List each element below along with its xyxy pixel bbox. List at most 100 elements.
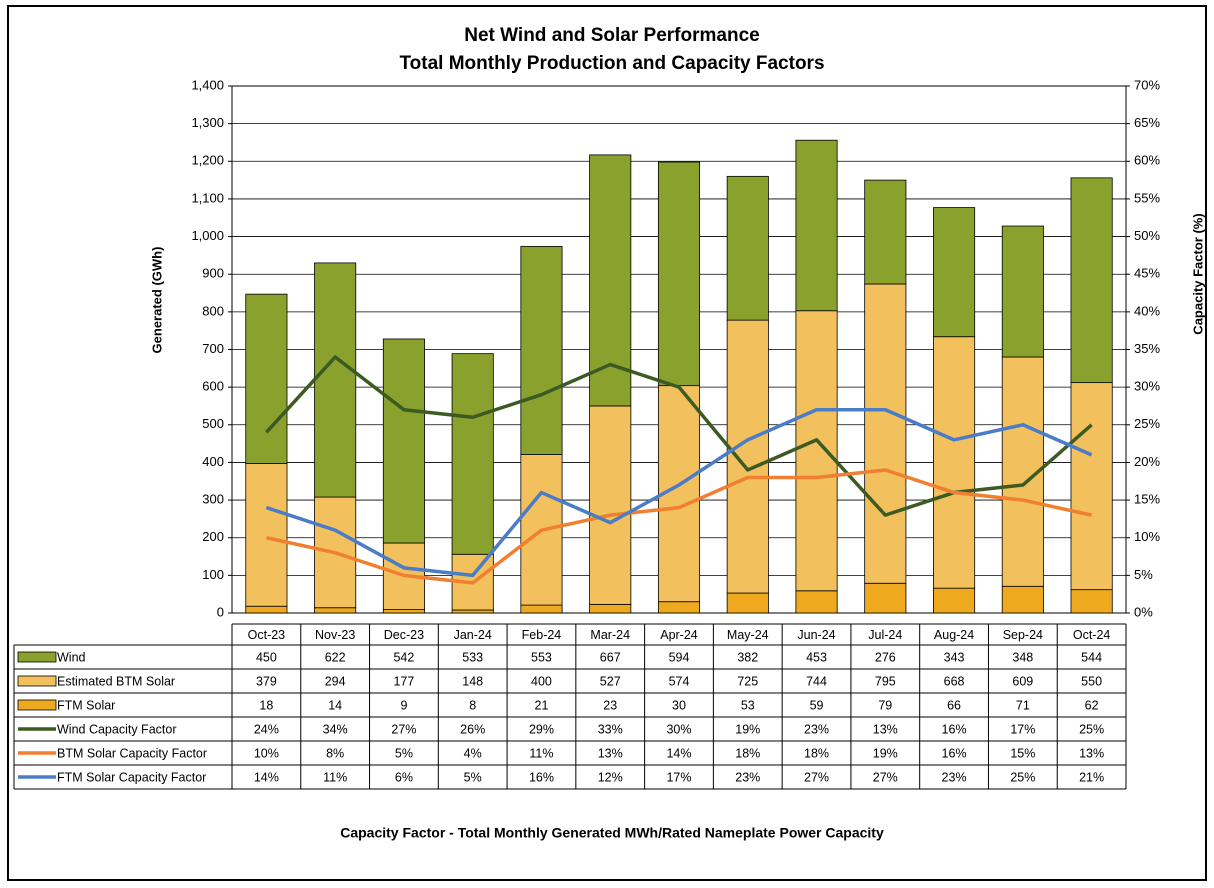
y2-tick-label: 25% xyxy=(1134,416,1160,431)
table-value: 382 xyxy=(737,650,758,664)
table-value: 71 xyxy=(1016,698,1030,712)
bar xyxy=(795,590,838,614)
table-value: 62 xyxy=(1085,698,1099,712)
bar xyxy=(657,601,701,614)
bar xyxy=(726,592,769,614)
y2-tick-label: 10% xyxy=(1134,529,1160,544)
table-value: 23% xyxy=(804,722,829,736)
table-value: 453 xyxy=(806,650,827,664)
table-value: 148 xyxy=(462,674,483,688)
table-value: 609 xyxy=(1012,674,1033,688)
bar xyxy=(864,179,907,285)
y-tick-label: 100 xyxy=(202,567,224,582)
y2-tick-label: 65% xyxy=(1134,115,1160,130)
table-value: 25% xyxy=(1010,770,1035,784)
y2-tick-label: 55% xyxy=(1134,190,1160,205)
bar xyxy=(520,245,563,455)
table-value: 5% xyxy=(464,770,482,784)
x-tick-label: Dec-23 xyxy=(384,628,424,642)
y2-tick-label: 45% xyxy=(1134,266,1160,281)
table-value: 622 xyxy=(325,650,346,664)
y-tick-label: 200 xyxy=(202,529,224,544)
table-value: 21 xyxy=(535,698,549,712)
table-value: 11% xyxy=(529,746,553,760)
table-value: 294 xyxy=(325,674,346,688)
table-value: 276 xyxy=(875,650,896,664)
table-value: 744 xyxy=(806,674,827,688)
table-value: 18 xyxy=(259,698,273,712)
table-value: 23% xyxy=(942,770,967,784)
table-value: 550 xyxy=(1081,674,1102,688)
table-value: 27% xyxy=(804,770,829,784)
table-value: 23% xyxy=(735,770,760,784)
line-series xyxy=(265,407,1093,578)
x-tick-label: Oct-23 xyxy=(248,628,286,642)
bar xyxy=(933,336,976,589)
x-tick-label: Nov-23 xyxy=(315,628,355,642)
y-tick-label: 1,200 xyxy=(191,153,224,168)
table-value: 66 xyxy=(947,698,961,712)
y-tick-label: 900 xyxy=(202,266,224,281)
y-tick-label: 600 xyxy=(202,379,224,394)
legend-label: BTM Solar Capacity Factor xyxy=(57,746,207,760)
table-value: 5% xyxy=(395,746,413,760)
table-value: 450 xyxy=(256,650,277,664)
bar xyxy=(382,338,425,544)
table-value: 527 xyxy=(600,674,621,688)
bar xyxy=(1070,382,1113,591)
bar xyxy=(245,605,288,614)
table-value: 26% xyxy=(460,722,485,736)
table-value: 15% xyxy=(1010,746,1035,760)
legend-swatch xyxy=(17,651,57,663)
x-tick-label: Oct-24 xyxy=(1073,628,1111,642)
x-tick-label: Aug-24 xyxy=(934,628,974,642)
y-tick-label: 500 xyxy=(202,416,224,431)
table-value: 725 xyxy=(737,674,758,688)
footnote: Capacity Factor - Total Monthly Generate… xyxy=(340,825,884,841)
y-axis-title: Generated (GWh) xyxy=(149,247,164,354)
table-value: 553 xyxy=(531,650,552,664)
table-value: 542 xyxy=(393,650,414,664)
table-value: 8 xyxy=(469,698,476,712)
table-value: 11% xyxy=(323,770,347,784)
x-tick-label: Jul-24 xyxy=(868,628,902,642)
bar xyxy=(382,609,425,614)
table-value: 24% xyxy=(254,722,279,736)
line-series xyxy=(266,468,1092,585)
table-value: 795 xyxy=(875,674,896,688)
table-value: 19% xyxy=(735,722,760,736)
table-value: 14% xyxy=(666,746,691,760)
table-value: 343 xyxy=(944,650,965,664)
x-tick-label: Sep-24 xyxy=(1003,628,1043,642)
table-value: 14% xyxy=(254,770,279,784)
table-value: 16% xyxy=(942,722,967,736)
table-value: 21% xyxy=(1079,770,1104,784)
x-tick-label: May-24 xyxy=(727,628,769,642)
table-value: 17% xyxy=(1010,722,1035,736)
y-tick-label: 1,100 xyxy=(191,190,224,205)
bar xyxy=(589,405,632,605)
table-value: 14 xyxy=(328,698,342,712)
bar xyxy=(795,139,838,312)
table-value: 574 xyxy=(669,674,690,688)
table-value: 13% xyxy=(1079,746,1104,760)
y2-tick-label: 20% xyxy=(1134,454,1160,469)
y2-axis-title: Capacity Factor (%) xyxy=(1190,213,1205,334)
y2-tick-label: 60% xyxy=(1134,153,1160,168)
bar xyxy=(589,603,632,614)
bar xyxy=(795,310,838,592)
table-value: 400 xyxy=(531,674,552,688)
table-value: 533 xyxy=(462,650,483,664)
y2-tick-label: 40% xyxy=(1134,303,1160,318)
bar xyxy=(245,463,288,607)
legend-label: FTM Solar xyxy=(57,698,115,712)
y2-tick-label: 70% xyxy=(1134,77,1160,92)
table-value: 18% xyxy=(735,746,760,760)
y-tick-label: 300 xyxy=(202,492,224,507)
bar xyxy=(1070,177,1113,384)
legend-swatch xyxy=(17,675,57,687)
table-value: 17% xyxy=(666,770,691,784)
table-value: 25% xyxy=(1079,722,1104,736)
table-value: 27% xyxy=(873,770,898,784)
table-value: 4% xyxy=(464,746,482,760)
